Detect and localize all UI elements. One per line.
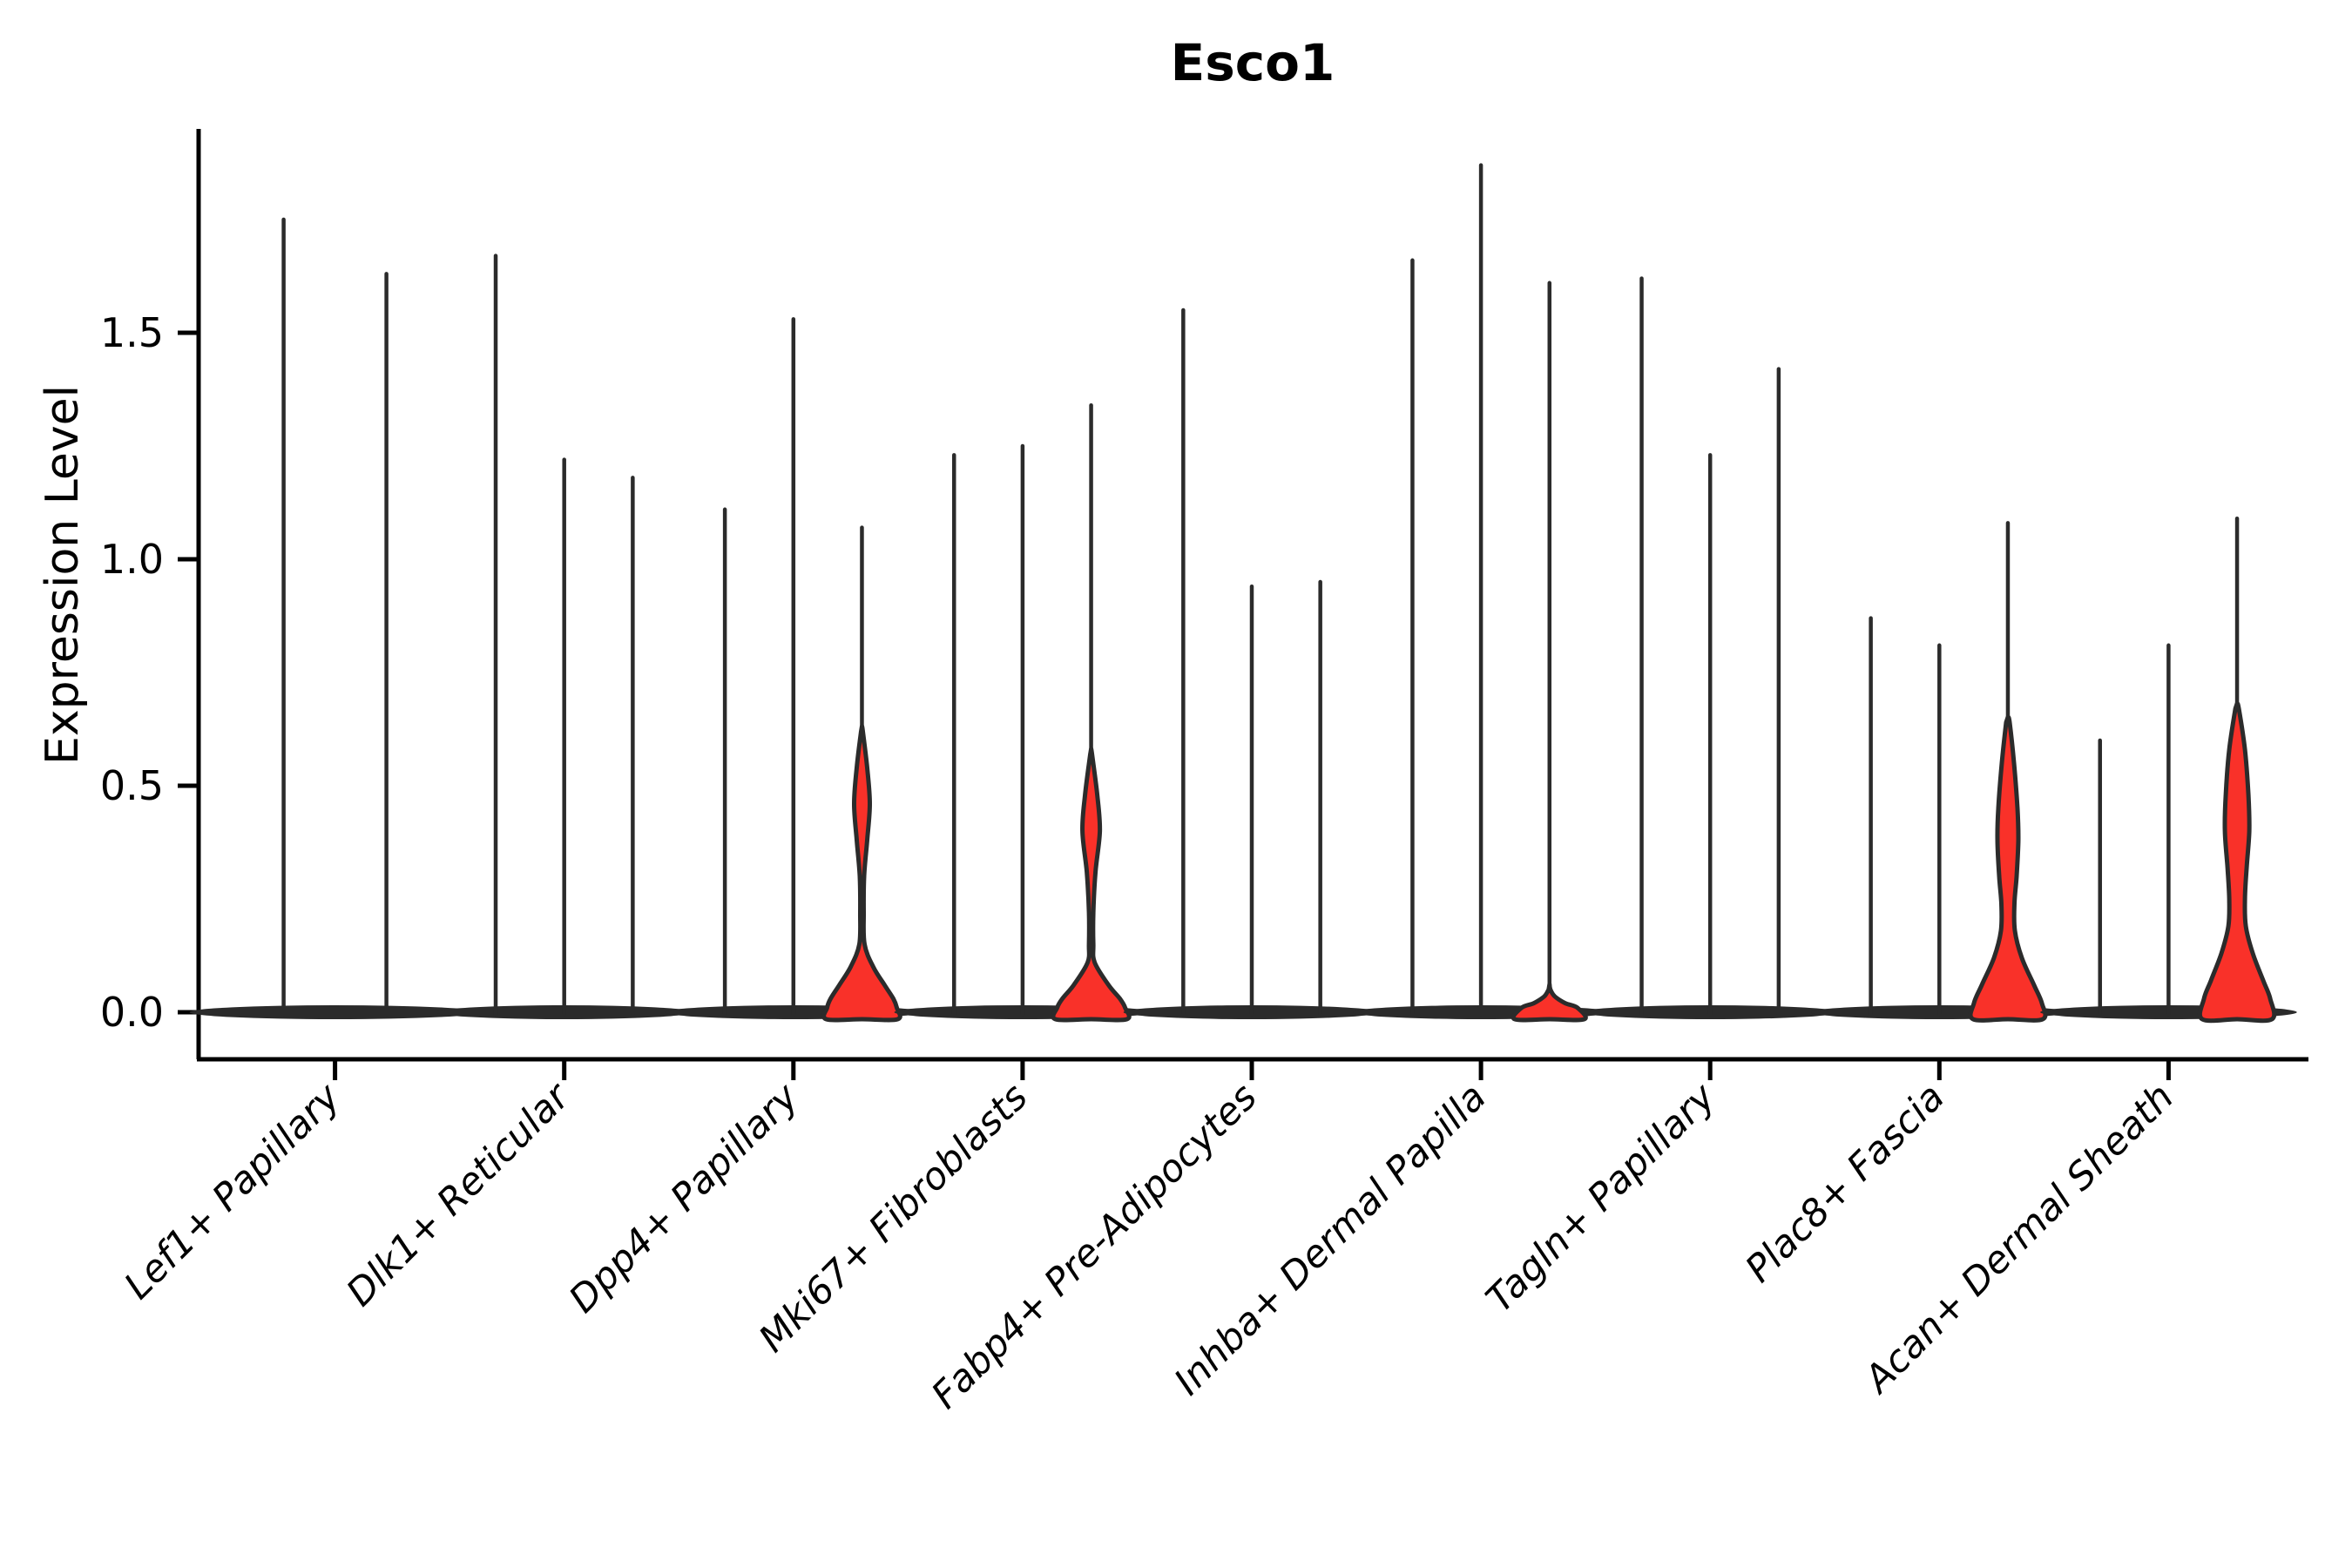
y-tick-label: 0.5: [100, 762, 164, 809]
violin-body: [1968, 714, 2048, 1023]
x-tick-label: Dlk1+ Reticular: [338, 1074, 579, 1315]
violin-body: [2197, 701, 2277, 1024]
violin-body: [821, 724, 902, 1023]
x-tick-label: Lef1+ Papillary: [116, 1075, 348, 1308]
violin-base: [189, 1005, 481, 1019]
y-tick-label: 0.0: [100, 989, 164, 1036]
violin-body: [1051, 747, 1132, 1023]
y-tick-label: 1.0: [100, 536, 164, 583]
y-tick-label: 1.5: [100, 309, 164, 356]
x-tick-label: Tagln+ Papillary: [1478, 1075, 1725, 1321]
x-tick-label: Dpp4+ Papillary: [561, 1075, 808, 1321]
violin-body: [1511, 982, 1588, 1023]
x-tick-label: Plac8+ Fascia: [1737, 1075, 1953, 1291]
chart-title: Esco1: [1170, 33, 1335, 92]
